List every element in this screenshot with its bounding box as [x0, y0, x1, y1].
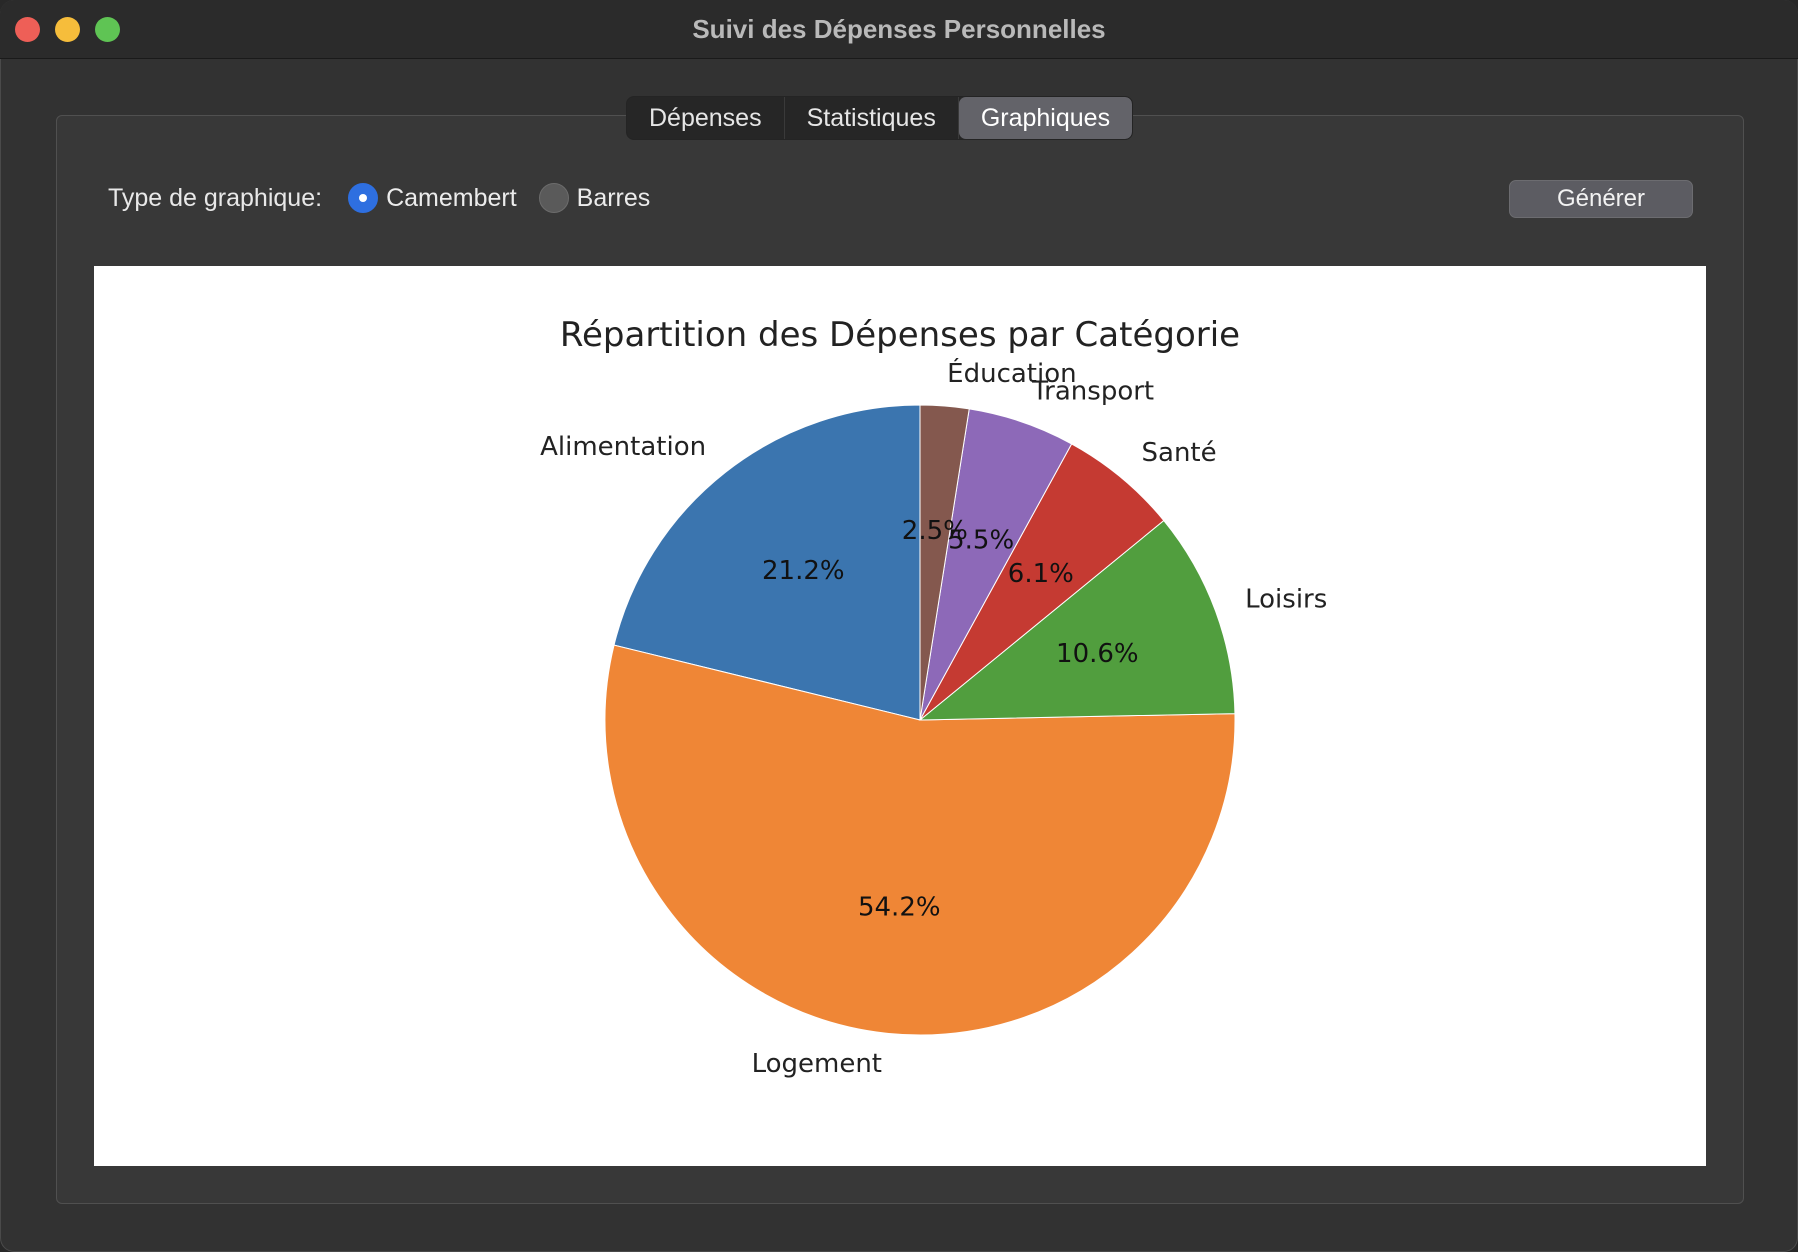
generate-button[interactable]: Générer	[1509, 180, 1693, 218]
radio-camembert-indicator[interactable]	[348, 183, 379, 213]
pie-chart: Répartition des Dépenses par Catégorie 2…	[540, 315, 1327, 1079]
radio-camembert-label[interactable]: Camembert	[386, 183, 517, 212]
radio-barres[interactable]: Barres	[538, 183, 651, 213]
tab-bar: Dépenses Statistiques Graphiques	[626, 96, 1134, 140]
tab-depenses[interactable]: Dépenses	[627, 97, 785, 139]
pie-category-label-3: Santé	[1142, 438, 1217, 468]
pie-percent-label-3: 6.1%	[1008, 559, 1074, 589]
pie-slice-5	[919, 404, 970, 721]
window-title: Suivi des Dépenses Personnelles	[692, 14, 1106, 44]
chart-title: Répartition des Dépenses par Catégorie	[560, 315, 1240, 355]
zoom-window-button[interactable]	[95, 17, 120, 42]
pie-slice-0	[613, 404, 921, 721]
pie-slice-1	[604, 644, 1236, 1036]
radio-camembert[interactable]: Camembert	[348, 183, 517, 213]
chart-canvas: Répartition des Dépenses par Catégorie 2…	[94, 266, 1706, 1166]
pie-category-label-1: Logement	[752, 1049, 882, 1079]
radio-barres-label[interactable]: Barres	[576, 183, 651, 212]
pie-category-label-2: Loisirs	[1245, 585, 1327, 615]
pie-percent-label-4: 5.5%	[948, 526, 1014, 556]
pie-percent-label-2: 10.6%	[1056, 639, 1139, 669]
pie-percent-label-0: 21.2%	[762, 556, 845, 586]
close-window-button[interactable]	[15, 17, 40, 42]
pie-slices	[604, 404, 1236, 1036]
pie-percent-label-5: 2.5%	[902, 516, 968, 546]
chart-type-label: Type de graphique:	[108, 183, 323, 212]
tab-graphiques[interactable]: Graphiques	[958, 97, 1133, 139]
chart-controls: Type de graphique: Camembert Barres	[108, 178, 672, 218]
radio-barres-indicator[interactable]	[538, 183, 569, 213]
pie-percent-label-1: 54.2%	[858, 892, 941, 922]
pie-category-label-4: Transport	[1031, 377, 1154, 407]
pie-labels: 21.2% Alimentation 54.2% Logement 10.6% Loisi…	[540, 357, 1327, 1079]
pie-slice-3	[919, 443, 1165, 721]
pie-category-label-0: Alimentation	[540, 432, 706, 462]
tab-statistiques[interactable]: Statistiques	[785, 97, 959, 139]
minimize-window-button[interactable]	[55, 17, 80, 42]
pie-slice-2	[918, 519, 1236, 721]
title-bar: Suivi des Dépenses Personnelles	[0, 0, 1798, 59]
pie-category-label-5: Éducation	[947, 357, 1076, 389]
